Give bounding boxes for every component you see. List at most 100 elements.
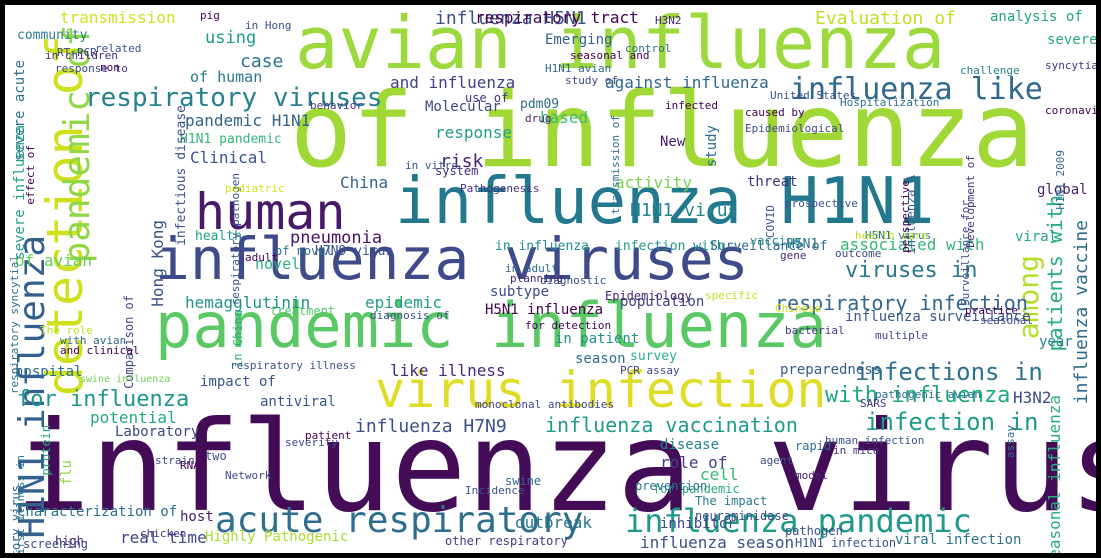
word-caused-by: caused by	[745, 106, 805, 119]
word-united-states: United States	[770, 89, 857, 102]
word-neuraminidase: neuraminidase	[695, 509, 789, 523]
word-network: Network	[225, 469, 272, 482]
word-health-care: health care	[855, 229, 928, 242]
word-infectious-disease: infectious disease	[174, 105, 189, 246]
word-disease: disease	[660, 437, 720, 453]
word-potential: potential	[90, 408, 177, 427]
word-h5n1: H5N1	[787, 237, 819, 252]
word-in-adult: in adult	[505, 262, 558, 275]
word-h3n2: H3N2	[1013, 388, 1052, 407]
word-h1n1-infection: H1N1 infection	[795, 536, 897, 550]
word-highly-pathogenic: Highly Pathogenic	[205, 529, 349, 545]
word-of-avian: of avian	[15, 251, 93, 270]
word-in-hong: in Hong	[245, 19, 292, 32]
word-survey: survey	[630, 349, 677, 364]
word-pcr-assay: PCR assay	[620, 364, 680, 377]
word-like-illness: like illness	[390, 361, 506, 380]
word-influenza-h5n1: influenza H5N1	[435, 8, 587, 29]
word-case: case	[240, 51, 284, 72]
word-influenza-viruses: influenza viruses	[155, 225, 749, 293]
word-diagnosis-of: diagnosis of	[370, 309, 450, 322]
word-pneumonia: pneumonia	[290, 228, 383, 248]
word-use-of: use of	[465, 91, 509, 105]
word-assay: assay	[1004, 425, 1017, 459]
word-viruses-in: viruses in	[845, 258, 978, 283]
word-novel: novel	[255, 255, 301, 273]
word-h1n1-2009: H1N1 2009	[1054, 150, 1067, 210]
word-epidemic: epidemic	[365, 293, 443, 312]
word-two: two	[205, 449, 227, 463]
word-respiratory-illness: respiratory illness	[230, 359, 356, 372]
word-inhibitor: inhibitor	[660, 516, 736, 532]
word-response-to: response to	[55, 62, 128, 75]
word-patient: patient	[305, 429, 352, 442]
word-and-clinical: and clinical	[60, 344, 140, 357]
word-model: model	[795, 469, 829, 482]
word-antiviral: antiviral	[260, 394, 336, 410]
word-severity: severity	[285, 436, 338, 449]
word-community: community	[17, 28, 88, 43]
word-analysis-of: analysis of	[990, 9, 1083, 25]
word-pdm09: pdm09	[520, 97, 560, 112]
word-high: high	[55, 534, 84, 548]
word-laboratory: Laboratory	[115, 424, 200, 440]
word-chinese: Chinese	[775, 302, 822, 315]
word-pig: pig	[200, 9, 220, 22]
word-epidemiology: Epidemiology	[605, 289, 692, 303]
word-human-infection: human infection	[825, 434, 925, 447]
word-prospective: prospective	[785, 197, 858, 210]
word-evaluation-of: Evaluation of	[815, 8, 956, 29]
word-the-impact: The impact	[695, 494, 768, 508]
word-monoclonal-antibodies: monoclonal antibodies	[475, 398, 615, 411]
word-for-detection: for detection	[525, 319, 612, 332]
word-characterization-of: Characterization of	[17, 504, 178, 520]
word-in-patient: in patient	[555, 331, 640, 347]
word-rapid: rapid	[795, 439, 832, 453]
word-hong-kong: Hong Kong	[148, 220, 167, 307]
word-impact-of: impact of	[200, 374, 276, 390]
word-drug: drug	[525, 112, 552, 125]
word-flu: flu	[59, 460, 75, 486]
word-the-first-illness-in: the first illness in	[14, 455, 27, 553]
word-infected: infected	[665, 99, 718, 112]
word-pediatric: pediatric	[225, 182, 285, 195]
word-influenza-surveillance: influenza surveillance	[845, 309, 1031, 325]
word-outcome: outcome	[835, 247, 882, 260]
word-swine-influenza: swine influenza	[80, 374, 171, 385]
word-agent: agent	[760, 454, 794, 467]
word-associated-with: associated with	[840, 235, 985, 254]
word-control: control	[625, 42, 672, 55]
word-pathogen: pathogen	[785, 524, 843, 538]
word-hospitalization: Hospitalization	[840, 96, 940, 109]
word-bacterial: bacterial	[785, 324, 845, 337]
word-host: host	[180, 509, 214, 525]
word-h3n2: H3N2	[655, 14, 682, 27]
word-population: population	[620, 294, 705, 310]
word-outbreak: outbreak	[515, 513, 593, 532]
word-h5n1-influenza: H5N1 influenza	[485, 302, 604, 318]
word-strain: strain	[155, 454, 195, 467]
word-new: New	[660, 134, 686, 150]
word-transmission: transmission	[60, 8, 176, 27]
word-respiratory-viruses: respiratory viruses	[85, 83, 383, 113]
word-cloud: influenza virus of influenza avian influen…	[5, 5, 1096, 553]
word-vaccine: vaccine	[750, 234, 801, 248]
word-china: China	[340, 173, 389, 192]
word-emerging: Emerging	[545, 32, 613, 48]
word-gene: gene	[780, 249, 807, 262]
word-in-vitro: in vitro	[405, 159, 458, 172]
word-in-mice: in mice	[833, 444, 880, 457]
word-of-novel: of novel	[275, 244, 333, 258]
word-seasonal-influenza: seasonal influenza	[1045, 395, 1064, 553]
word-influenza-vaccine: influenza vaccine	[1071, 220, 1092, 405]
word-based: based	[540, 108, 589, 127]
word-influenza-virus: influenza virus	[15, 395, 1096, 540]
word-clinical: Clinical	[190, 148, 268, 167]
word-behavior: behavior	[310, 99, 363, 112]
word-coronavirus: coronavirus	[1045, 104, 1096, 117]
word-preparedness: preparedness	[780, 362, 882, 378]
word-study: study	[704, 125, 720, 168]
word-hemagglutinin: hemagglutinin	[185, 293, 311, 312]
word-non: non	[100, 61, 120, 74]
